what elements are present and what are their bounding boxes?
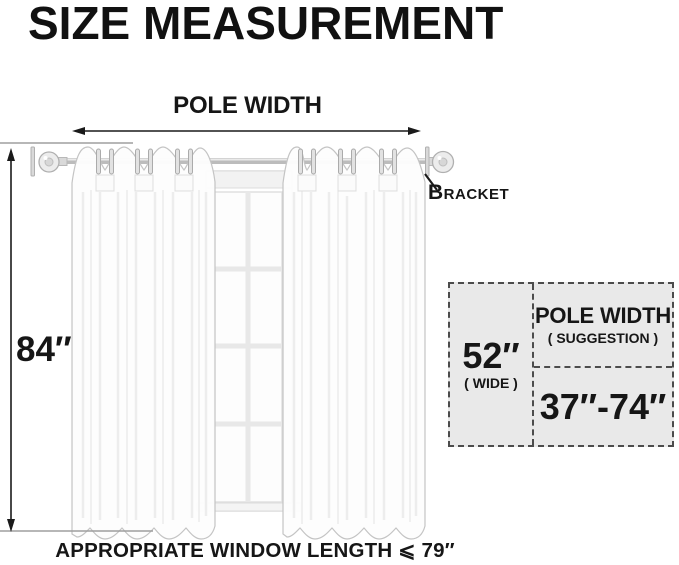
pole-width-range-cell: 37″-74″ — [534, 368, 672, 445]
bracket-label: Bracket — [428, 181, 510, 204]
left-finial-icon — [30, 146, 68, 177]
grommet-ring-icon — [378, 148, 398, 192]
curtain-height-label: 84″ — [16, 330, 72, 369]
grommet-ring-icon — [134, 148, 154, 192]
height-arrow — [7, 148, 15, 532]
grommet-ring-icon — [174, 148, 194, 192]
grommet-ring-icon — [297, 148, 317, 192]
page-title: SIZE MEASUREMENT — [28, 0, 504, 49]
window-graphic — [196, 170, 302, 512]
pole-width-caption: ( SUGGESTION ) — [547, 329, 659, 346]
size-info-box: 52″ ( WIDE ) POLE WIDTH ( SUGGESTION ) 3… — [448, 282, 674, 447]
panel-width-caption: ( WIDE ) — [464, 375, 518, 392]
panel-width-cell: 52″ ( WIDE ) — [450, 284, 534, 445]
left-curtain-panel-graphic — [71, 146, 216, 540]
pole-width-suggestion-cell: POLE WIDTH ( SUGGESTION ) — [534, 284, 672, 368]
right-curtain-panel-graphic — [282, 146, 426, 540]
panel-width-value: 52″ — [462, 334, 520, 376]
grommet-ring-icons — [95, 148, 398, 192]
grommet-ring-icon — [95, 148, 115, 192]
pole-width-range: 37″-74″ — [539, 385, 667, 427]
pole-width-arrow — [72, 127, 421, 135]
right-curtain-fold-lines — [301, 190, 411, 524]
pole-width-label: POLE WIDTH — [173, 92, 322, 119]
right-curtain-folds — [292, 192, 418, 520]
left-curtain-fold-lines — [90, 190, 200, 524]
bracket-pointer-line — [424, 173, 438, 191]
pole-width-title: POLE WIDTH — [534, 303, 672, 329]
left-curtain-folds — [81, 192, 208, 520]
grommet-ring-icon — [337, 148, 357, 192]
right-finial-icon — [425, 146, 455, 177]
window-length-note: APPROPRIATE WINDOW LENGTH ⩽ 79″ — [55, 539, 455, 562]
